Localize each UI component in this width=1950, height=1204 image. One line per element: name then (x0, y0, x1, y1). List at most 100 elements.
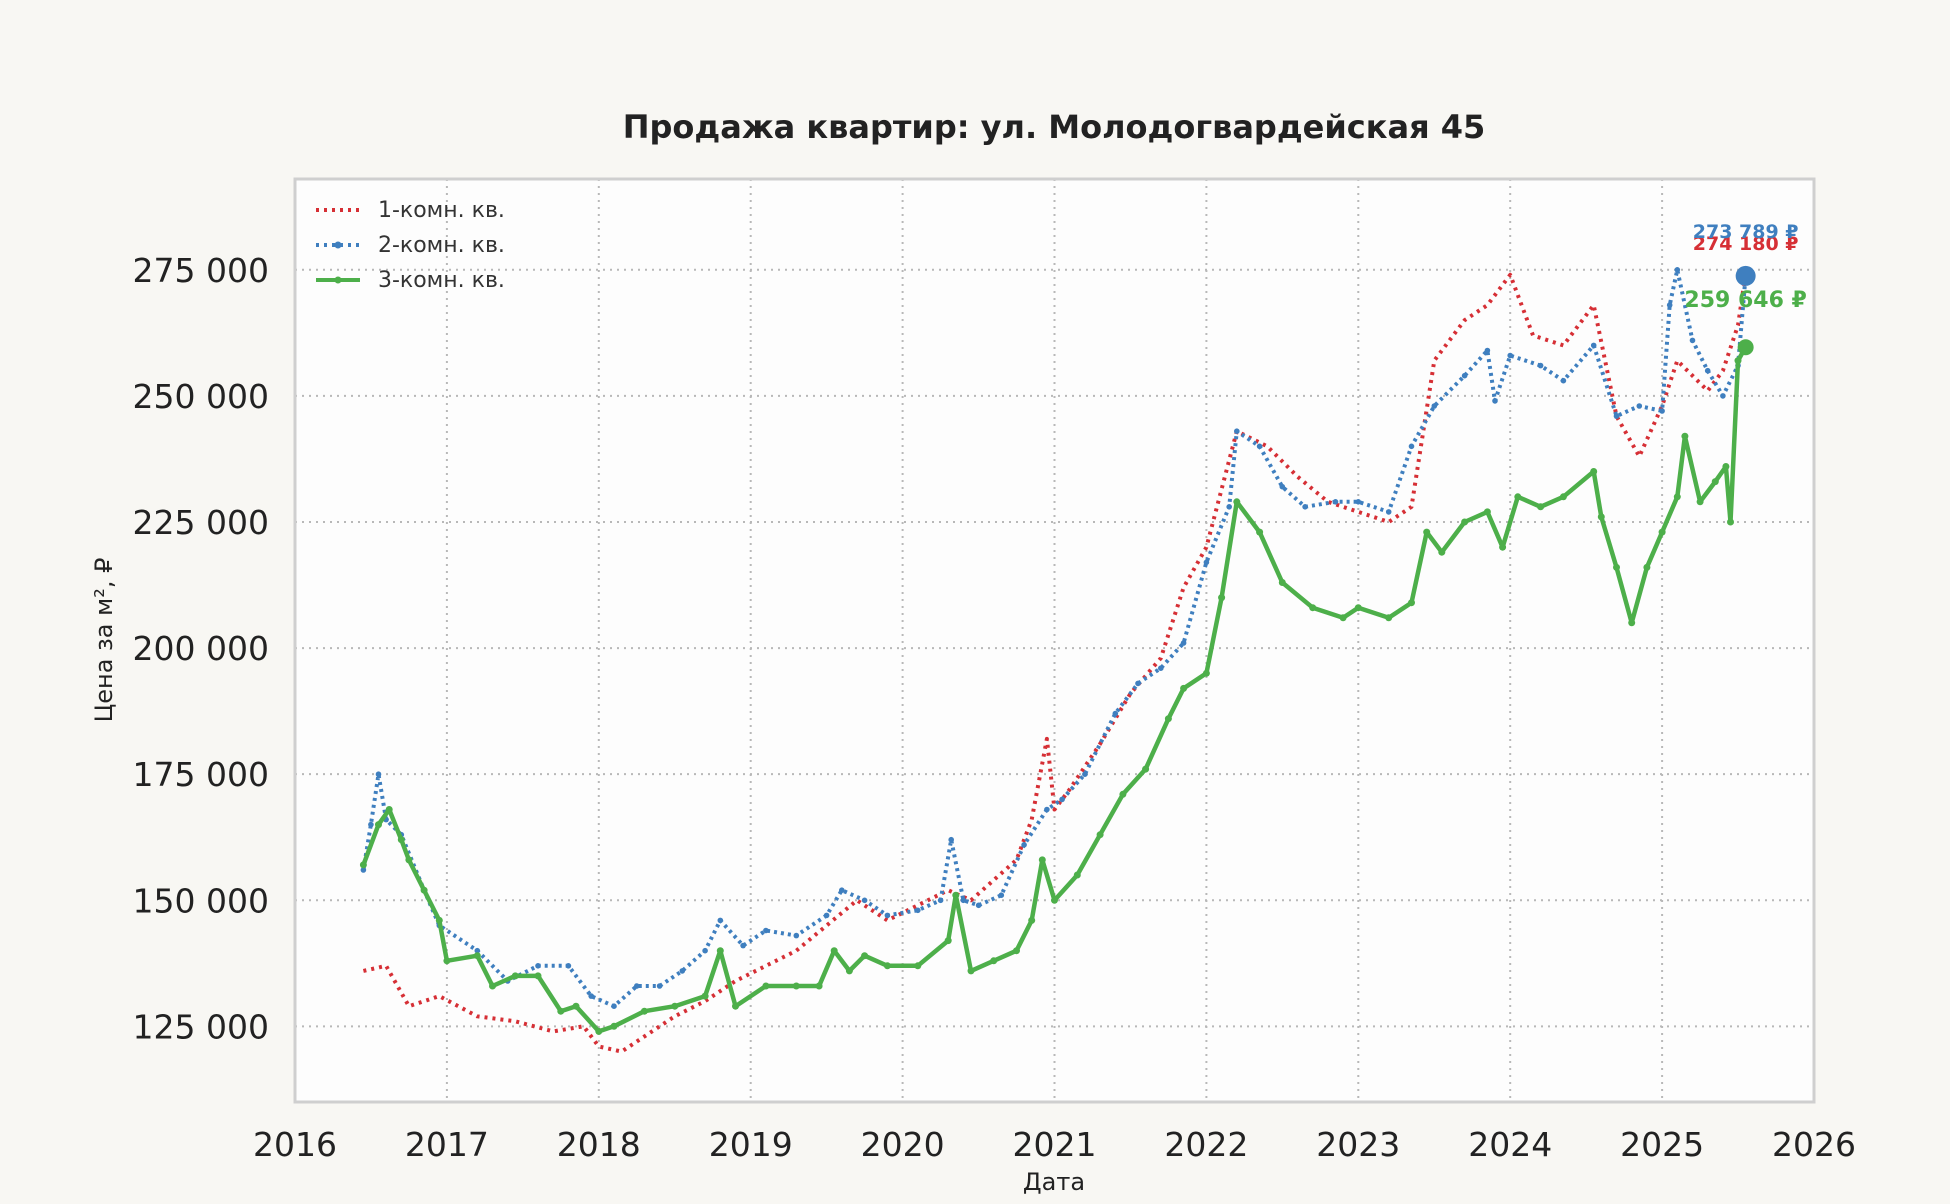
axis-ticks: 2016 2017 2018 2019 2020 2021 2022 2023 2024 2025… (133, 251, 1856, 1164)
data-point (948, 836, 954, 843)
data-point (565, 963, 572, 969)
data-point (915, 907, 921, 914)
data-point (990, 957, 998, 965)
legend: 1-комн. кв. 2-комн. кв. 3-комн. кв. (316, 198, 505, 293)
data-point (511, 972, 519, 980)
data-point (1119, 790, 1127, 798)
data-point (1385, 614, 1393, 622)
data-point (1226, 504, 1232, 510)
data-point (405, 856, 413, 864)
data-point (1720, 393, 1726, 399)
data-point (375, 821, 382, 829)
data-point (1559, 493, 1567, 501)
data-point (793, 932, 800, 939)
data-point (1278, 579, 1286, 586)
data-point (1073, 871, 1081, 879)
data-point (914, 962, 922, 970)
data-point (359, 861, 367, 869)
data-point (397, 836, 405, 844)
x-tick-label: 2022 (1164, 1125, 1248, 1164)
chart-title: Продажа квартир: ул. Молодогвардейская 4… (623, 108, 1486, 146)
data-point (1202, 669, 1210, 677)
data-point (1028, 916, 1036, 924)
data-point (1537, 362, 1544, 369)
data-point (998, 892, 1005, 898)
data-point (1514, 493, 1522, 501)
data-point (1590, 468, 1598, 475)
data-point (815, 982, 823, 990)
data-point (535, 963, 541, 969)
data-point (740, 942, 746, 949)
legend-label: 3-комн. кв. (378, 268, 505, 293)
last-value-labels: 274 180 ₽273 789 ₽ 259 646 ₽ (1684, 221, 1807, 356)
last-value-marker (1735, 265, 1756, 286)
data-point (1560, 377, 1567, 384)
data-point (1234, 428, 1240, 435)
data-point (839, 887, 845, 893)
data-point (1673, 493, 1681, 501)
last-value-marker (1737, 339, 1754, 356)
data-point (1722, 463, 1730, 470)
legend-label: 1-комн. кв. (378, 198, 505, 223)
data-point (679, 968, 686, 974)
x-tick-label: 2023 (1316, 1125, 1400, 1164)
data-point (1256, 528, 1264, 536)
x-tick-label: 2018 (557, 1125, 641, 1164)
data-point (701, 992, 709, 1000)
data-point (443, 957, 451, 965)
data-point (1082, 771, 1088, 777)
x-tick-label: 2021 (1013, 1125, 1097, 1164)
data-point (1483, 508, 1491, 516)
data-point (1613, 413, 1620, 419)
data-point (1689, 337, 1696, 344)
x-tick-label: 2017 (405, 1125, 489, 1164)
data-point (1696, 498, 1704, 506)
data-point (1044, 806, 1050, 813)
data-point (1423, 528, 1431, 536)
data-point (1461, 372, 1468, 379)
data-point (1643, 563, 1651, 571)
data-point (1492, 398, 1498, 404)
data-point (1636, 403, 1643, 409)
data-point (610, 1022, 618, 1030)
data-point (1180, 684, 1188, 692)
data-point (883, 962, 891, 970)
data-point (1021, 842, 1027, 848)
data-point (557, 1007, 565, 1015)
legend-marker (334, 241, 342, 249)
y-tick-label: 125 000 (133, 1007, 269, 1046)
x-tick-label: 2024 (1468, 1125, 1552, 1164)
grid-lines (294, 179, 1815, 1102)
data-point (360, 867, 367, 873)
y-tick-label: 250 000 (133, 377, 269, 416)
data-point (1658, 528, 1666, 536)
last-value-label: 259 646 ₽ (1684, 288, 1806, 313)
data-point (717, 917, 724, 924)
data-point (762, 982, 770, 990)
data-point (1302, 504, 1308, 510)
last-value-label: 273 789 ₽ (1693, 221, 1799, 243)
data-point (474, 947, 481, 954)
data-point (1355, 499, 1362, 505)
data-point (884, 912, 891, 919)
legend-label: 2-комн. кв. (378, 233, 505, 258)
plot-area (295, 179, 1814, 1102)
data-point (1597, 513, 1605, 521)
x-tick-label: 2020 (861, 1125, 945, 1164)
data-point (1332, 499, 1339, 505)
data-point (937, 897, 944, 904)
data-point (1590, 342, 1597, 349)
x-tick-label: 2019 (709, 1125, 793, 1164)
data-point (1408, 599, 1415, 607)
data-point (1279, 483, 1286, 490)
data-point (1218, 594, 1226, 602)
plot-frame (293, 177, 1816, 1104)
data-point (1164, 715, 1172, 723)
data-point (534, 972, 542, 980)
data-point (572, 1002, 580, 1010)
data-point (1666, 302, 1673, 308)
data-point (792, 982, 800, 990)
data-point (420, 886, 428, 894)
